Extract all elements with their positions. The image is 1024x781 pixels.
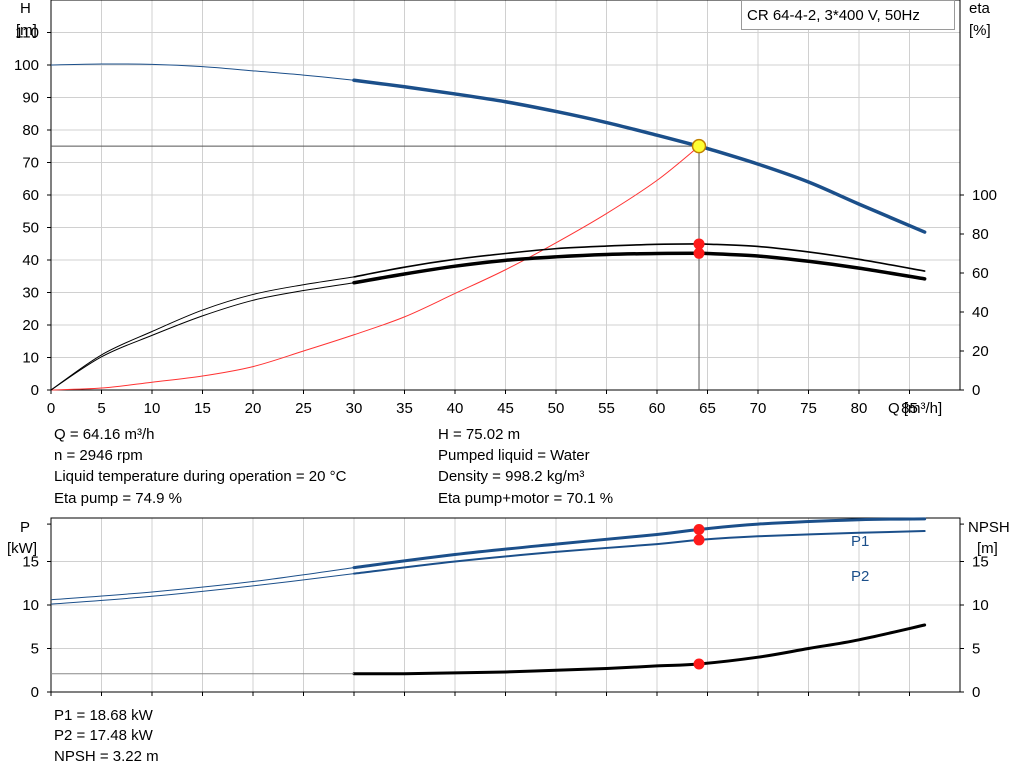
y-left-tick-label: 0 [31,382,39,399]
P1-curve-low-flow [50,567,355,601]
legend-box: CR 64-4-2, 3*400 V, 50Hz [741,0,955,30]
eta_pump-curve [353,243,926,278]
P2-curve [353,530,926,575]
bottom-y-right-tick-label: 15 [972,554,989,571]
top-param-temp: Liquid temperature during operation = 20… [54,468,347,485]
eta-pump-operating-point [693,238,705,250]
x-tick-label: 20 [245,400,262,417]
bottom-y-right-tick-label: 10 [972,597,989,614]
top-param-eta-pump-motor: Eta pump+motor = 70.1 % [438,490,614,507]
p1-series-label: P1 [851,533,869,550]
x-tick-label: 25 [295,400,312,417]
x-tick-label: 65 [699,400,716,417]
eta_pump_motor-curve [352,251,927,285]
bottom-y-right-tick-label: 5 [972,641,980,658]
top-param-n: n = 2946 rpm [54,447,143,464]
x-tick-label: 5 [97,400,105,417]
P1-curve [352,517,927,570]
y-right-tick-label: 80 [972,226,989,243]
bottom-y-left-axis-unit: [kW] [7,540,37,557]
bottom-param-npsh: NPSH = 3.22 m [54,748,159,765]
p1-operating-point [693,523,705,535]
y-left-tick-label: 110 [15,25,39,42]
x-tick-label: 70 [750,400,767,417]
y-left-tick-label: 80 [22,122,39,139]
top-param-h: H = 75.02 m [438,426,521,443]
y-right-axis-unit: [%] [969,22,991,39]
x-tick-label: 50 [548,400,565,417]
y-left-tick-label: 30 [22,285,39,302]
npsh-operating-point [693,658,705,670]
eta-pump-motor-operating-point [693,247,705,259]
y-left-tick-label: 50 [22,220,39,237]
bottom-y-left-tick-label: 5 [31,641,39,658]
eta_pump_motor-curve-low-flow [50,282,355,391]
y-left-axis-unit: [m] [16,22,37,39]
top-param-density: Density = 998.2 kg/m³ [438,468,585,485]
P2-curve-low-flow [50,573,355,605]
bottom-param-p2: P2 = 17.48 kW [54,727,153,744]
top-param-eta-pump: Eta pump = 74.9 % [54,490,182,507]
x-tick-label: 40 [447,400,464,417]
y-left-tick-label: 60 [22,187,39,204]
x-tick-label: 45 [497,400,514,417]
x-tick-label: 75 [800,400,817,417]
top-param-q: Q = 64.16 m³/h [54,426,155,443]
bottom-y-left-tick-label: 15 [22,554,39,571]
y-right-tick-label: 20 [972,343,989,360]
duty-point-marker [691,138,707,154]
x-tick-label: 60 [649,400,666,417]
bottom-y-right-axis-label: NPSH [968,519,1010,536]
y-left-tick-label: 90 [22,90,39,107]
x-tick-label: 0 [47,400,55,417]
x-tick-label: 55 [598,400,615,417]
x-tick-label: 85 [901,400,918,417]
top-param-liquid: Pumped liquid = Water [438,447,590,464]
system_curve-curve [50,145,700,391]
bottom-y-left-axis-label: P [20,519,30,536]
head_curve-curve [352,78,927,234]
y-right-tick-label: 60 [972,265,989,282]
x-tick-label: 80 [851,400,868,417]
y-right-tick-label: 0 [972,382,980,399]
y-right-axis-label: eta [969,0,991,17]
p2-operating-point [693,534,705,546]
x-tick-label: 30 [346,400,363,417]
bottom-y-right-tick-label: 0 [972,684,980,701]
y-left-tick-label: 100 [14,57,39,74]
y-left-tick-label: 10 [22,350,39,367]
y-left-tick-label: 70 [22,155,39,172]
x-tick-label: 15 [194,400,211,417]
y-right-tick-label: 40 [972,304,989,321]
y-left-axis-label: H [20,0,31,17]
y-right-tick-label: 100 [972,187,997,204]
bottom-param-p1: P1 = 18.68 kW [54,707,153,724]
y-left-tick-label: 20 [22,317,39,334]
head_curve-curve-low-flow [50,63,355,81]
x-axis-label: Q [m³/h] [888,400,942,417]
x-tick-label: 10 [144,400,161,417]
npsh-curve [352,623,927,676]
p2-series-label: P2 [851,568,869,585]
x-tick-label: 35 [396,400,413,417]
pump-model-label: CR 64-4-2, 3*400 V, 50Hz [747,7,920,24]
bottom-y-right-axis-unit: [m] [977,540,998,557]
bottom-y-left-tick-label: 10 [22,597,39,614]
y-left-tick-label: 40 [22,252,39,269]
eta_pump-curve-low-flow [50,276,355,391]
bottom-y-left-tick-label: 0 [31,684,39,701]
